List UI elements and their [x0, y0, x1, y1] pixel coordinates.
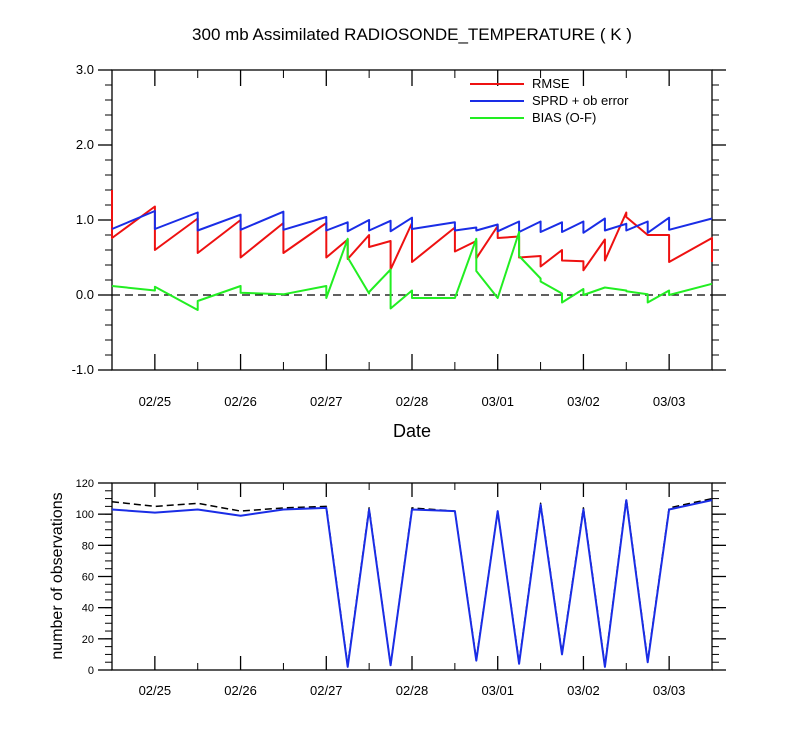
top-y-tick-label: 1.0: [76, 212, 94, 227]
bottom-x-tick-label: 03/03: [653, 683, 686, 698]
bottom-series-assimilated-observations: [111, 499, 713, 668]
top-x-tick-label: 03/03: [653, 394, 686, 409]
bottom-x-tick-label: 02/26: [224, 683, 257, 698]
top-x-tick-label: 02/26: [224, 394, 257, 409]
x-axis-label: Date: [393, 421, 431, 441]
top-x-tick-label: 03/02: [567, 394, 600, 409]
legend-label: RMSE: [532, 76, 570, 91]
y-axis-label-observations: number of observations: [49, 492, 66, 659]
legend: RMSE SPRD + ob error BIAS (O-F): [470, 76, 629, 125]
top-series-rmse: [111, 190, 713, 272]
bottom-x-tick-label: 02/27: [310, 683, 343, 698]
legend-label: SPRD + ob error: [532, 93, 629, 108]
top-y-tick-label: 2.0: [76, 137, 94, 152]
bottom-x-tick-label: 02/25: [139, 683, 172, 698]
top-x-tick-label: 02/27: [310, 394, 343, 409]
legend-label: BIAS (O-F): [532, 110, 596, 125]
bottom-y-tick-label: 20: [82, 634, 94, 646]
top-y-tick-label: -1.0: [72, 362, 94, 377]
bottom-y-tick-label: 100: [76, 509, 94, 521]
top-series-bias-o-f: [111, 231, 713, 311]
bottom-series-total-observations: [111, 497, 713, 667]
bottom-panel: 02/25 02/26 02/27 02/28 03/01 03/02 03/03 0 20 40…: [76, 478, 726, 698]
top-panel: 02/25 02/26 02/27 02/28 03/01 03/02 03/03 -1.0 0…: [72, 62, 726, 409]
bottom-y-tick-label: 40: [82, 603, 94, 615]
top-x-tick-label: 02/25: [139, 394, 172, 409]
bottom-x-tick-label: 02/28: [396, 683, 429, 698]
bottom-y-tick-label: 80: [82, 540, 94, 552]
top-y-tick-label: 0.0: [76, 287, 94, 302]
bottom-x-tick-label: 03/01: [481, 683, 514, 698]
top-y-tick-label: 3.0: [76, 62, 94, 77]
top-x-tick-label: 02/28: [396, 394, 429, 409]
chart-title: 300 mb Assimilated RADIOSONDE_TEMPERATUR…: [192, 25, 632, 44]
bottom-y-tick-label: 120: [76, 478, 94, 490]
top-x-tick-label: 03/01: [481, 394, 514, 409]
bottom-y-tick-label: 0: [88, 665, 94, 677]
bottom-y-tick-label: 60: [82, 572, 94, 584]
bottom-x-tick-label: 03/02: [567, 683, 600, 698]
top-series-sprd-ob-error: [111, 210, 713, 234]
